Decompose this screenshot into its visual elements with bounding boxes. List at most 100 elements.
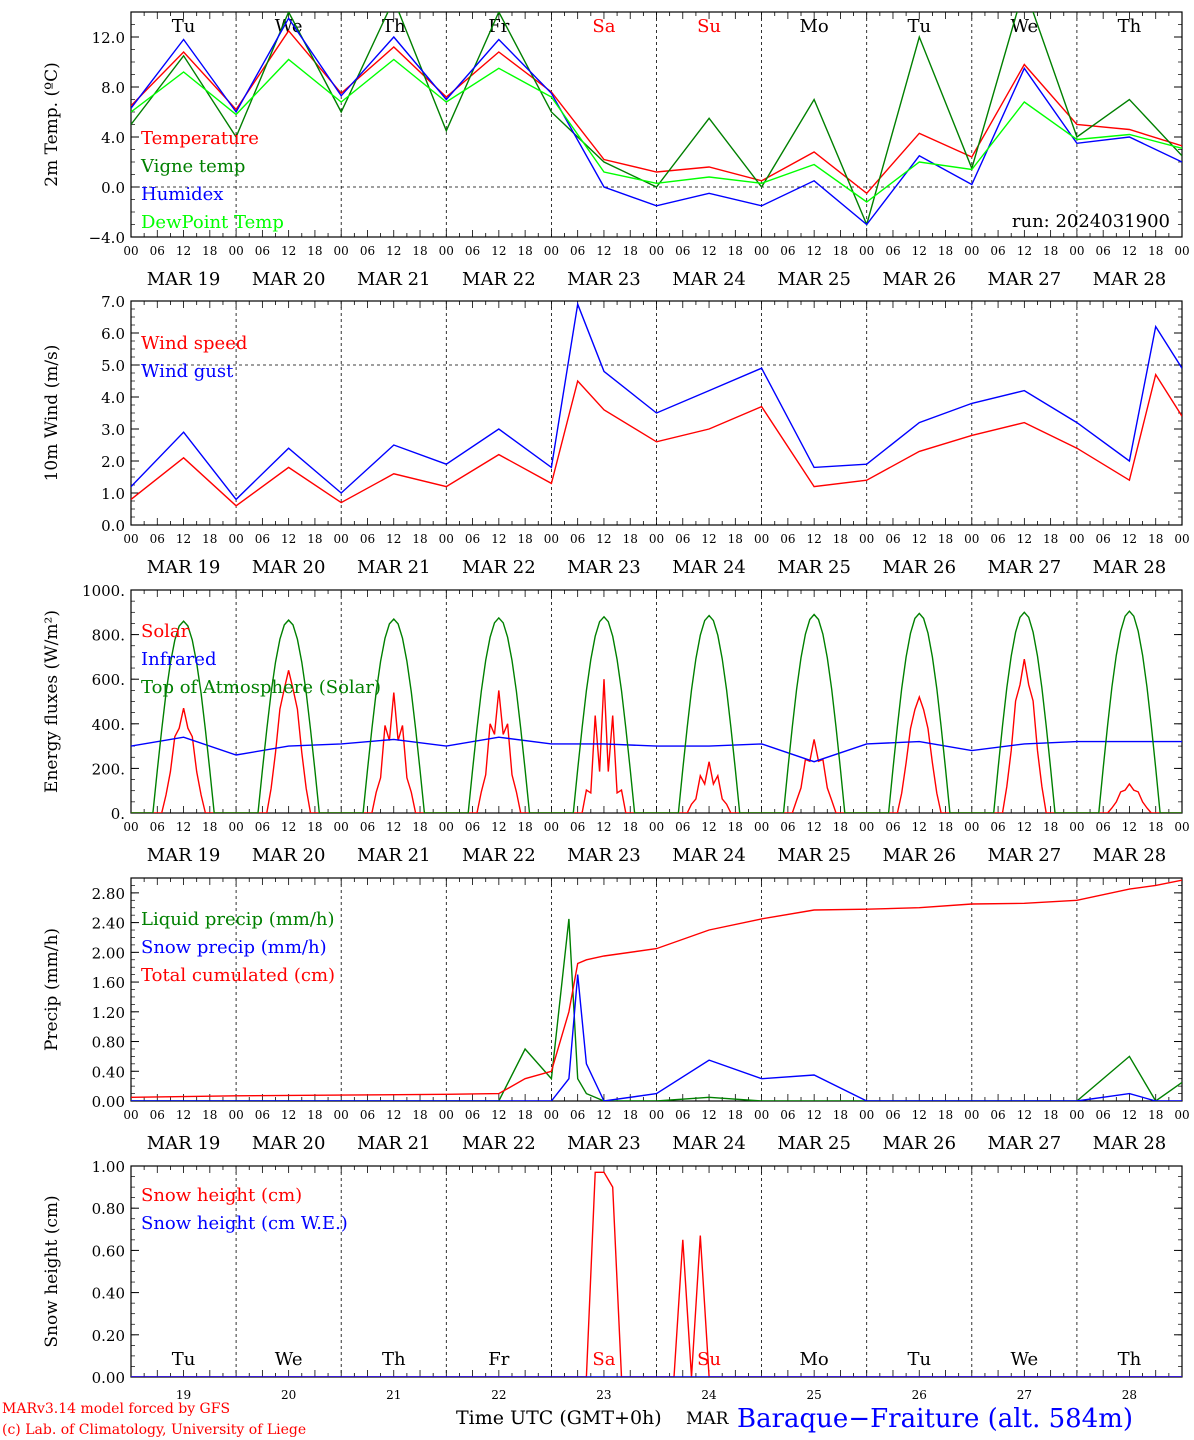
day-number: 28 (1122, 1388, 1137, 1402)
legend-entry: Snow height (cm W.E.) (141, 1213, 348, 1234)
legend-entry: Wind speed (141, 333, 247, 354)
day-name: Fr (488, 1349, 509, 1370)
legend-entry: DewPoint Temp (141, 212, 284, 233)
date-label: MAR 19 (147, 557, 221, 578)
y-tick-label: −4.0 (89, 229, 125, 247)
y-tick-label: 0.00 (92, 1093, 125, 1111)
hour-label: 06 (255, 532, 270, 546)
hour-label: 18 (1148, 244, 1163, 258)
date-label: MAR 27 (988, 269, 1062, 290)
hour-label: 00 (544, 532, 559, 546)
hour-label: 00 (964, 532, 979, 546)
day-name: Tu (907, 16, 931, 37)
date-label: MAR 24 (672, 845, 746, 866)
hour-label: 12 (491, 820, 506, 834)
day-name: Su (697, 16, 721, 37)
hour-label: 06 (675, 532, 690, 546)
hour-label: 00 (649, 820, 664, 834)
day-name: Tu (172, 16, 196, 37)
hour-label: 00 (1174, 244, 1189, 258)
date-label: MAR 27 (988, 845, 1062, 866)
date-label: MAR 25 (777, 1133, 851, 1154)
hour-label: 06 (570, 1108, 585, 1122)
hour-label: 06 (675, 244, 690, 258)
date-label: MAR 27 (988, 557, 1062, 578)
series-line-top-of-atmosphere-solar- (131, 610, 1182, 813)
hour-label: 18 (307, 532, 322, 546)
panels: −4.0 0.0 4.0 8.0 12.0 2m Temp. (ºC) 00 06 12 18 MA… (42, 11, 1190, 1402)
hour-label: 18 (202, 1108, 217, 1122)
hour-label: 12 (281, 820, 296, 834)
hour-label: 18 (833, 820, 848, 834)
hour-label: 12 (386, 532, 401, 546)
hour-label: 06 (255, 1108, 270, 1122)
legend-entry: Solar (141, 621, 190, 642)
legend-entry: Total cumulated (cm) (141, 965, 335, 986)
date-label: MAR 28 (1093, 845, 1167, 866)
legend-entry: Top of Atmosphere (Solar) (141, 677, 381, 698)
hour-label: 06 (990, 1108, 1005, 1122)
hour-label: 06 (360, 244, 375, 258)
hour-label: 00 (754, 532, 769, 546)
hour-label: 18 (202, 532, 217, 546)
hour-label: 06 (570, 244, 585, 258)
y-axis-label: Snow height (cm) (42, 1195, 62, 1347)
legend-entry: Humidex (141, 184, 223, 205)
hour-label: 12 (176, 1108, 191, 1122)
hour-label: 06 (465, 820, 480, 834)
hour-label: 00 (123, 532, 138, 546)
y-tick-label: 0.80 (92, 1200, 125, 1218)
hour-label: 18 (517, 532, 532, 546)
day-name: Su (697, 1349, 721, 1370)
hour-label: 00 (334, 1108, 349, 1122)
y-tick-label: 1.60 (92, 974, 125, 992)
y-tick-label: 0.20 (92, 1327, 125, 1345)
series-line-temperature (131, 29, 1182, 195)
hour-label: 18 (938, 244, 953, 258)
date-label: MAR 26 (882, 269, 956, 290)
date-label: MAR 19 (147, 1133, 221, 1154)
day-number: 20 (281, 1388, 296, 1402)
hour-label: 00 (123, 244, 138, 258)
hour-label: 18 (1148, 1108, 1163, 1122)
hour-label: 18 (623, 820, 638, 834)
hour-label: 18 (412, 1108, 427, 1122)
day-name: Sa (592, 16, 615, 37)
hour-label: 00 (544, 1108, 559, 1122)
hour-label: 12 (1017, 1108, 1032, 1122)
panel-1: −4.0 0.0 4.0 8.0 12.0 2m Temp. (ºC) 00 06 12 18 MA… (42, 11, 1190, 290)
day-name: We (1011, 1349, 1039, 1370)
hour-label: 06 (150, 1108, 165, 1122)
y-tick-label: 0.0 (101, 517, 125, 535)
series-group (131, 12, 1182, 227)
y-tick-label: 1.0 (101, 485, 125, 503)
hour-label: 18 (623, 244, 638, 258)
footer-credit-model: MARv3.14 model forced by GFS (2, 1401, 230, 1417)
hour-label: 18 (938, 820, 953, 834)
day-number: 25 (807, 1388, 822, 1402)
hour-label: 00 (1069, 244, 1084, 258)
hour-label: 12 (386, 820, 401, 834)
hour-label: 06 (990, 244, 1005, 258)
hour-label: 18 (412, 820, 427, 834)
day-name: Sa (592, 1349, 615, 1370)
hour-label: 18 (938, 1108, 953, 1122)
day-name: Th (1118, 16, 1142, 37)
hour-label: 12 (1122, 532, 1137, 546)
hour-label: 00 (334, 820, 349, 834)
date-label: MAR 27 (988, 1133, 1062, 1154)
hour-label: 12 (1017, 820, 1032, 834)
hour-label: 12 (1017, 532, 1032, 546)
date-label: MAR 23 (567, 845, 641, 866)
hour-label: 00 (228, 820, 243, 834)
date-label: MAR 21 (357, 557, 431, 578)
hour-label: 06 (570, 820, 585, 834)
hour-label: 00 (754, 1108, 769, 1122)
hour-label: 00 (334, 244, 349, 258)
hour-label: 00 (754, 820, 769, 834)
hour-label: 12 (912, 244, 927, 258)
date-label: MAR 19 (147, 845, 221, 866)
date-label: MAR 22 (462, 1133, 536, 1154)
hour-label: 18 (728, 532, 743, 546)
y-tick-label: 2.80 (92, 885, 125, 903)
